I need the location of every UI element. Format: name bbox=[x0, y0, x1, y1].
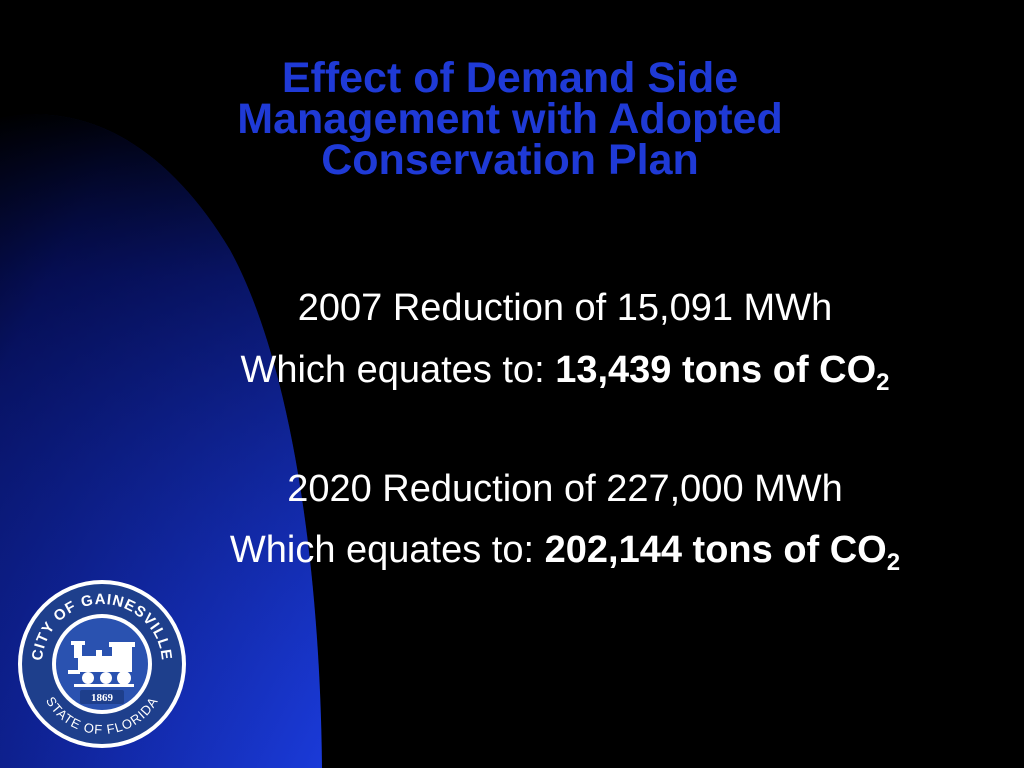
equates-2007-value: 13,439 tons of CO bbox=[555, 349, 877, 391]
seal-year: 1869 bbox=[91, 692, 114, 704]
slide-title: Effect of Demand Side Management with Ad… bbox=[150, 54, 870, 184]
equates-2007: Which equates to: 13,439 tons of CO2 bbox=[140, 348, 990, 395]
equates-2020-value: 202,144 tons of CO bbox=[544, 529, 887, 571]
title-line-3: Conservation Plan bbox=[321, 136, 699, 184]
equates-2007-subscript: 2 bbox=[876, 369, 890, 396]
title-line-1: Effect of Demand Side bbox=[281, 54, 739, 102]
equates-2020: Which equates to: 202,144 tons of CO2 bbox=[140, 528, 990, 575]
reduction-2007: 2007 Reduction of 15,091 MWh bbox=[297, 287, 833, 329]
equates-2007-prefix: Which equates to: bbox=[240, 349, 556, 391]
equates-2020-subscript: 2 bbox=[886, 549, 901, 576]
title-line-2: Management with Adopted bbox=[237, 95, 783, 143]
reduction-2020: 2020 Reduction of 227,000 MWh bbox=[287, 468, 843, 510]
locomotive-icon bbox=[68, 641, 135, 687]
city-seal-logo: CITY OF GAINESVILLE STATE OF FLORIDA 186… bbox=[18, 580, 186, 748]
equates-2020-prefix: Which equates to: bbox=[229, 529, 545, 571]
